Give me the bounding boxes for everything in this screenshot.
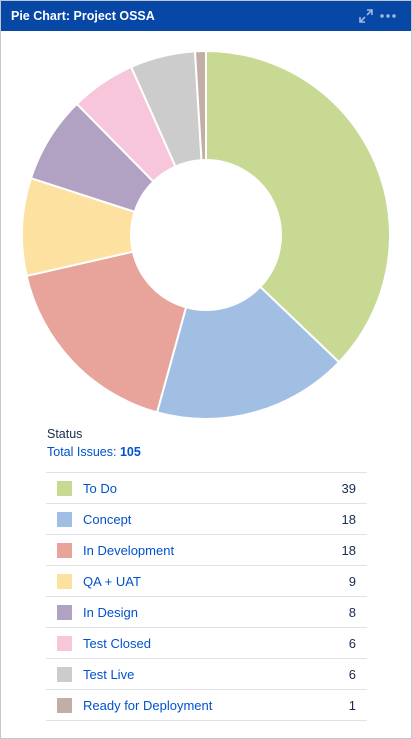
legend-count: 18 xyxy=(341,512,356,527)
legend-swatch xyxy=(57,698,72,713)
legend-swatch xyxy=(57,481,72,496)
legend-row-concept: Concept 18 xyxy=(46,504,367,535)
legend-label[interactable]: In Development xyxy=(83,543,175,558)
legend-label[interactable]: Test Live xyxy=(83,667,135,682)
total-issues: Total Issues: 105 xyxy=(47,445,141,459)
legend-swatch xyxy=(57,605,72,620)
legend-label[interactable]: QA + UAT xyxy=(83,574,141,589)
total-issues-count[interactable]: 105 xyxy=(119,445,141,459)
donut-chart xyxy=(21,49,391,420)
legend-count: 39 xyxy=(341,481,356,496)
legend-swatch xyxy=(57,512,72,527)
legend-row-in-design: In Design 8 xyxy=(46,597,367,628)
pie-slice-in-development[interactable] xyxy=(25,250,188,414)
legend-row-to-do: To Do 39 xyxy=(46,473,367,504)
pie-slice-concept[interactable] xyxy=(155,285,341,420)
legend-label[interactable]: Ready for Deployment xyxy=(83,698,213,713)
total-issues-label: Total Issues: xyxy=(47,445,117,459)
more-options-icon[interactable] xyxy=(379,8,397,24)
status-label: Status xyxy=(47,427,83,441)
maximize-icon[interactable] xyxy=(357,8,375,24)
legend-label[interactable]: In Design xyxy=(83,605,138,620)
legend-row-test-closed: Test Closed 6 xyxy=(46,628,367,659)
legend-label[interactable]: Test Closed xyxy=(83,636,151,651)
legend-swatch xyxy=(57,574,72,589)
legend-swatch xyxy=(57,636,72,651)
legend-count: 6 xyxy=(348,667,356,682)
legend-row-in-development: In Development 18 xyxy=(46,535,367,566)
chart-legend: To Do 39 Concept 18 In Development 18 QA + UAT… xyxy=(46,472,367,721)
pie-slice-to-do[interactable] xyxy=(205,49,391,364)
gadget-title: Pie Chart: Project OSSA xyxy=(11,9,155,23)
gadget-header: Pie Chart: Project OSSA xyxy=(1,1,411,31)
legend-row-test-live: Test Live 6 xyxy=(46,659,367,690)
pie-slice-ready-for-deployment[interactable] xyxy=(193,49,207,162)
legend-count: 18 xyxy=(341,543,356,558)
legend-row-qa-uat: QA + UAT 9 xyxy=(46,566,367,597)
legend-swatch xyxy=(57,667,72,682)
legend-row-ready-for-deployment: Ready for Deployment 1 xyxy=(46,690,367,721)
chart-summary: Status Total Issues: 105 xyxy=(47,427,141,459)
legend-swatch xyxy=(57,543,72,558)
legend-count: 6 xyxy=(348,636,356,651)
legend-count: 9 xyxy=(348,574,356,589)
legend-count: 8 xyxy=(348,605,356,620)
legend-label[interactable]: To Do xyxy=(83,481,117,496)
legend-label[interactable]: Concept xyxy=(83,512,132,527)
legend-count: 1 xyxy=(348,698,356,713)
